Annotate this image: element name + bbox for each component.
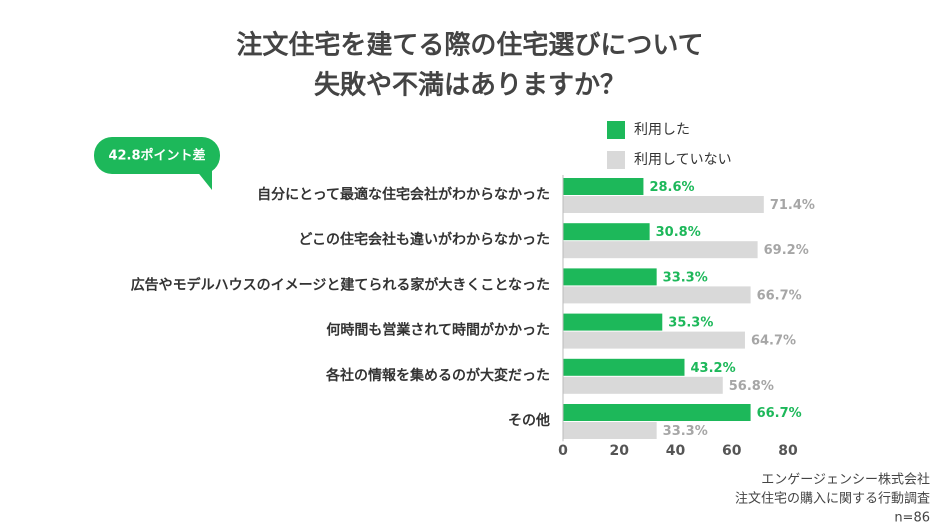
bar <box>563 223 650 241</box>
source: n=86 <box>894 511 930 526</box>
value-label: 33.3% <box>663 424 708 439</box>
value-label: 56.8% <box>729 379 774 394</box>
legend-label: 利用した <box>634 122 690 138</box>
bar <box>563 286 751 304</box>
legend-swatch <box>607 121 625 139</box>
x-tick-label: 40 <box>666 443 686 459</box>
badge-shape <box>94 137 220 174</box>
bar <box>563 358 685 376</box>
value-label: 69.2% <box>764 243 809 258</box>
category-label: どこの住宅会社も違いがわからなかった <box>298 231 550 248</box>
x-tick-label: 0 <box>558 443 568 459</box>
bar <box>563 268 657 286</box>
category-label: 何時間も営業されて時間がかかった <box>326 322 550 339</box>
bar <box>563 376 723 394</box>
annotation-badge: 42.8ポイント差 <box>94 137 220 190</box>
badge-tail <box>196 168 212 190</box>
value-label: 64.7% <box>751 334 796 349</box>
source: エンゲージェンシー株式会社 <box>761 472 930 488</box>
value-label: 28.6% <box>649 180 694 195</box>
x-tick-label: 60 <box>722 443 742 459</box>
bar <box>563 404 751 421</box>
bar <box>563 331 745 349</box>
category-label: 各社の情報を集めるのが大変だった <box>325 367 550 384</box>
category-label: その他 <box>508 412 550 429</box>
bar <box>563 422 657 439</box>
bar <box>563 196 764 213</box>
value-label: 66.7% <box>757 288 802 303</box>
value-label: 71.4% <box>770 198 815 213</box>
x-tick-label: 20 <box>610 443 630 459</box>
value-label: 35.3% <box>668 316 713 331</box>
legend-swatch <box>607 151 625 169</box>
value-label: 43.2% <box>691 361 736 376</box>
bar <box>563 313 663 331</box>
chart-title: 失敗や不満はありますか？ <box>314 70 626 101</box>
annotation: 42.8ポイント差 <box>108 148 205 164</box>
category-label: 広告やモデルハウスのイメージと建てられる家が大きくことなった <box>131 276 550 293</box>
x-tick-label: 80 <box>778 443 798 459</box>
value-label: 30.8% <box>656 225 701 240</box>
source: 注文住宅の購入に関する行動調査 <box>735 492 930 507</box>
legend-label: 利用していない <box>634 152 732 168</box>
category-label: 自分にとって最適な住宅会社がわからなかった <box>257 186 550 203</box>
chart-title: 注文住宅を建てる際の住宅選びについて <box>236 30 703 61</box>
value-label: 33.3% <box>663 270 708 285</box>
bar <box>563 178 644 195</box>
bar <box>563 241 758 259</box>
value-label: 66.7% <box>757 406 802 421</box>
